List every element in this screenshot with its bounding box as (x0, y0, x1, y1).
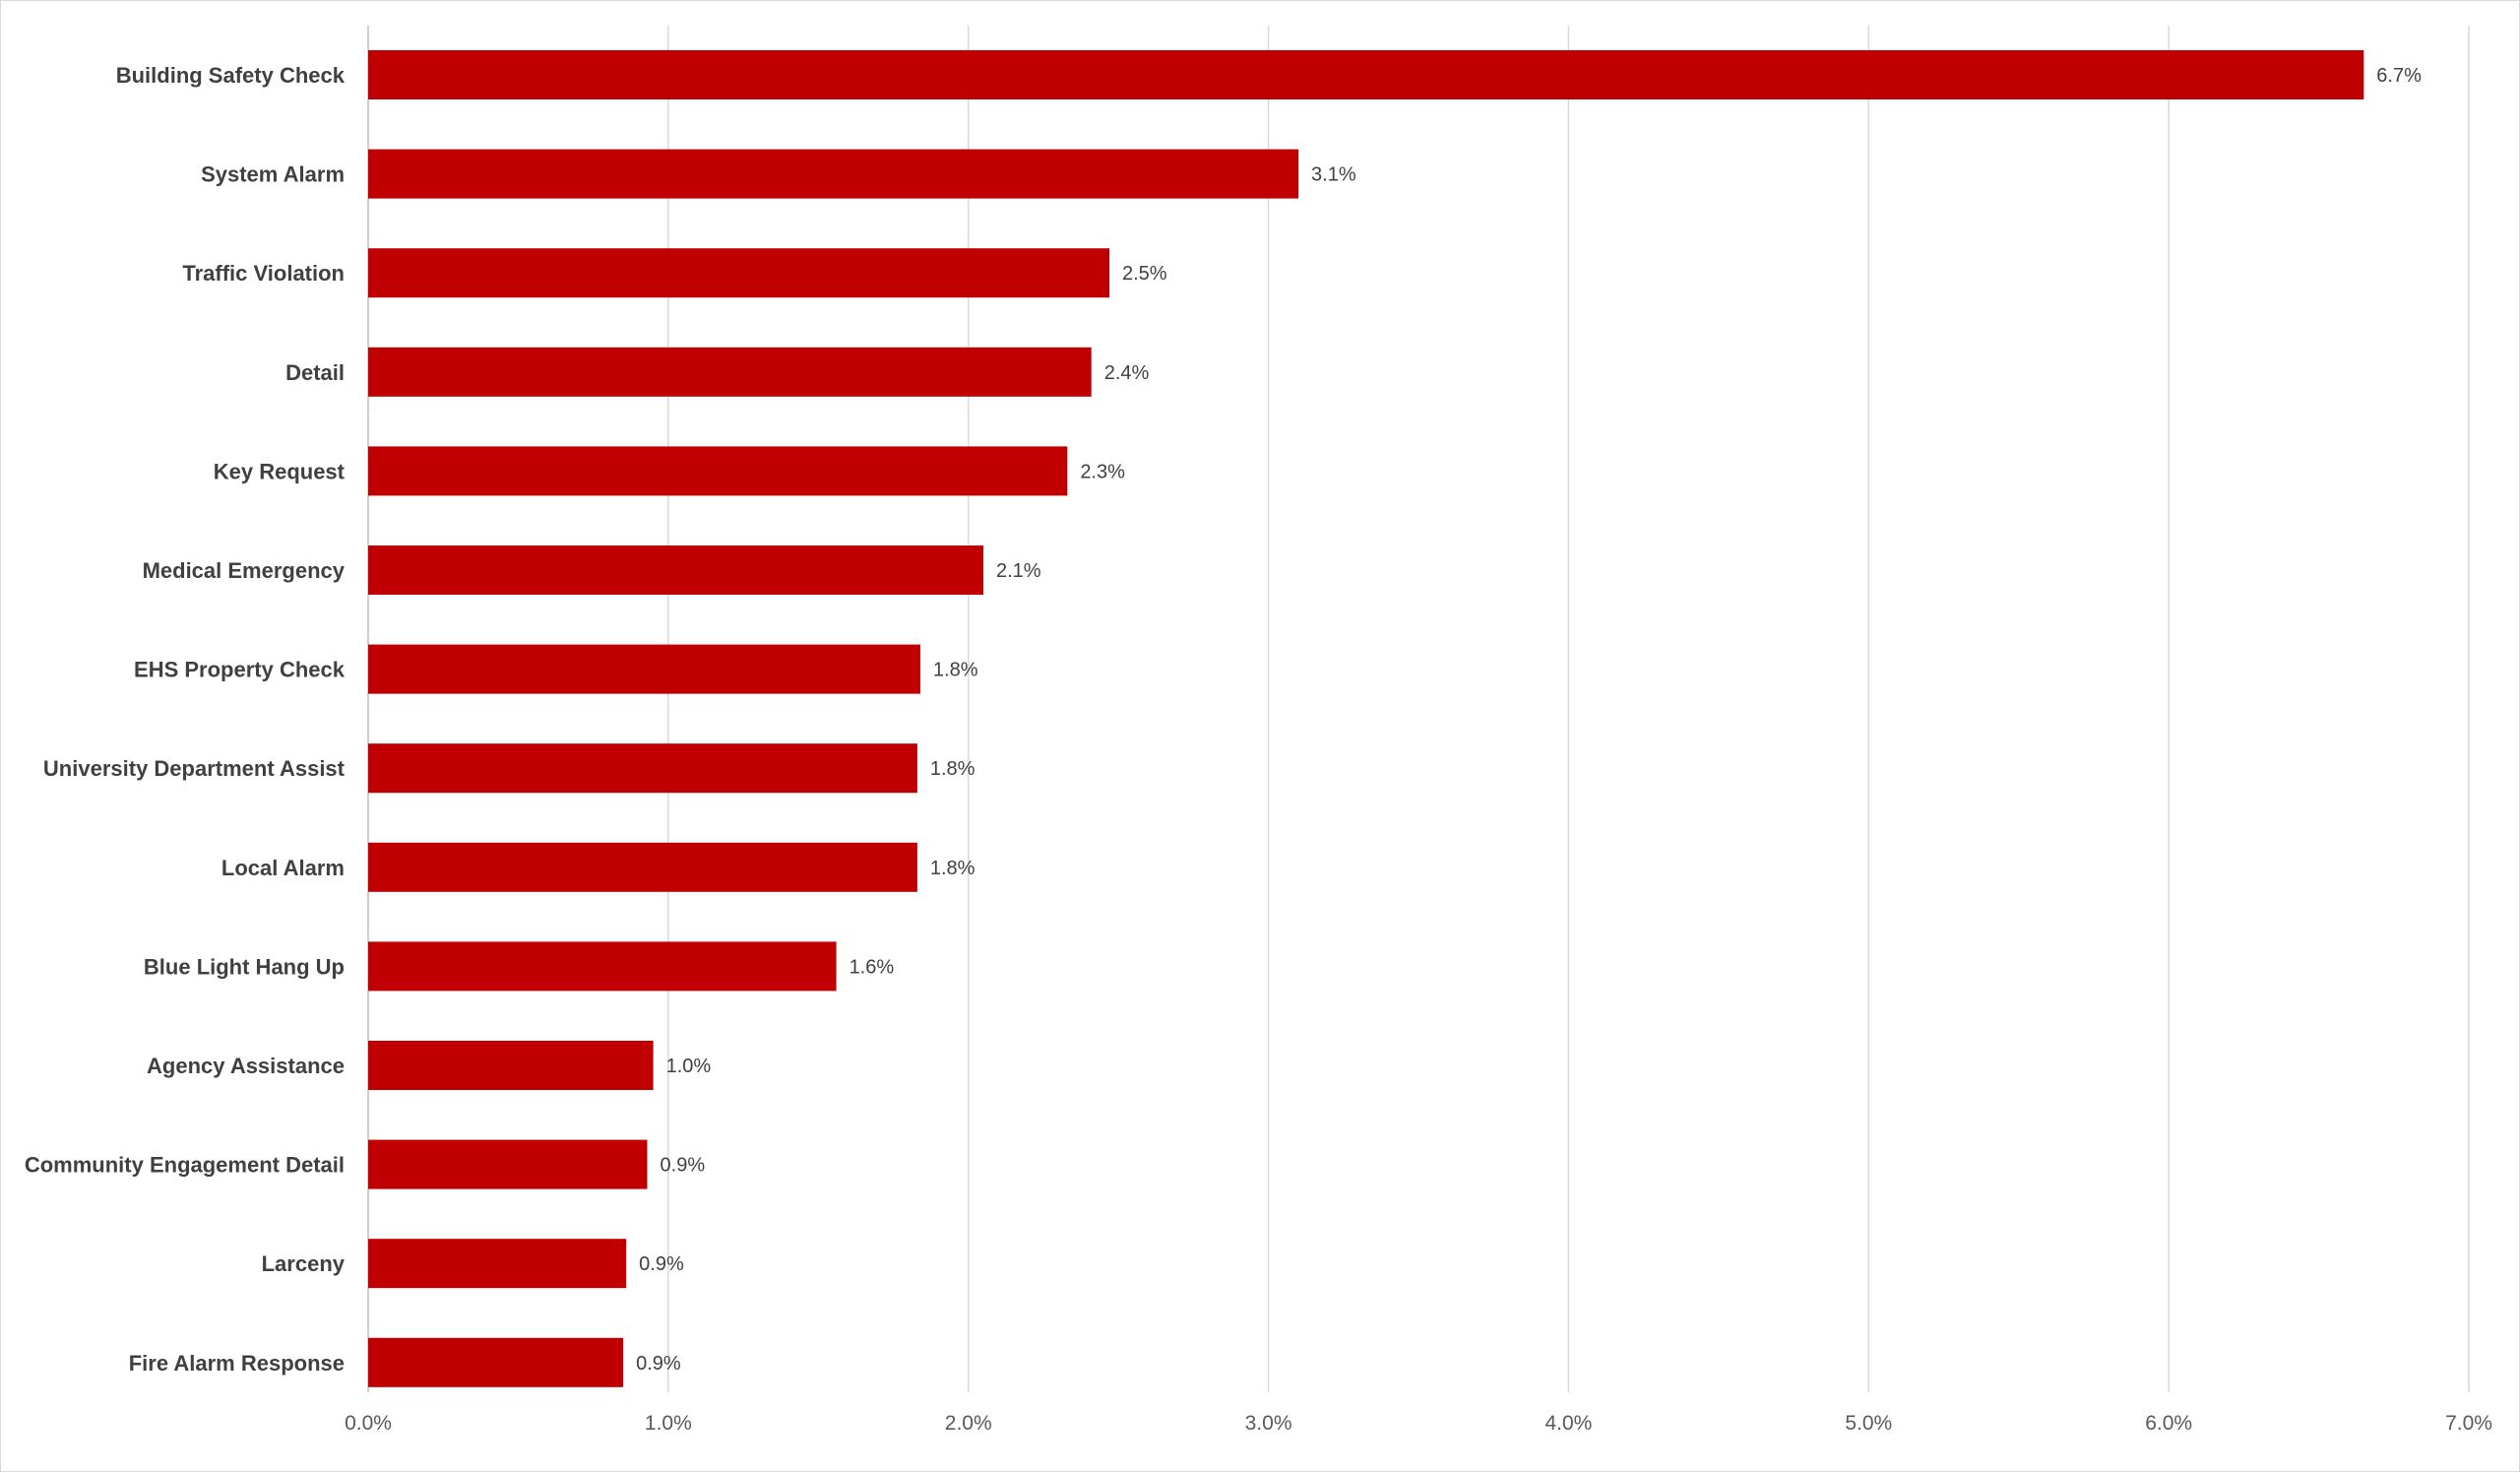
category-label: Detail (285, 360, 345, 385)
category-labels: Building Safety Check System Alarm Traffic… (25, 63, 346, 1376)
category-label: System Alarm (201, 162, 345, 187)
category-label: Blue Light Hang Up (144, 954, 345, 979)
x-tick-label: 1.0% (645, 1412, 692, 1435)
bar (368, 50, 2364, 99)
x-axis-tick-labels: 0.0% 1.0% 2.0% 3.0% 4.0% 5.0% 6.0% 7.0% (345, 1412, 2492, 1435)
bar (368, 347, 1092, 397)
data-label: 0.9% (636, 1353, 681, 1375)
data-label: 2.1% (996, 560, 1041, 582)
data-label: 0.9% (661, 1155, 706, 1177)
bar (368, 545, 983, 595)
bar (368, 1239, 627, 1289)
category-label: Agency Assistance (147, 1054, 345, 1078)
category-label: Key Request (214, 459, 346, 483)
category-label: EHS Property Check (134, 658, 346, 682)
bar (368, 941, 837, 992)
data-label: 2.3% (1080, 461, 1125, 482)
x-tick-label: 7.0% (2445, 1412, 2492, 1435)
data-label: 1.8% (933, 660, 978, 681)
data-label: 6.7% (2376, 65, 2422, 87)
x-tick-label: 0.0% (345, 1412, 392, 1435)
data-label: 3.1% (1311, 164, 1356, 186)
x-tick-label: 3.0% (1245, 1412, 1292, 1435)
x-tick-label: 6.0% (2145, 1412, 2192, 1435)
data-label: 2.5% (1122, 263, 1167, 285)
bars (368, 50, 2364, 1387)
bar (368, 1139, 648, 1189)
gridlines (367, 26, 2470, 1392)
x-tick-label: 4.0% (1544, 1412, 1592, 1435)
x-tick-label: 5.0% (1845, 1412, 1892, 1435)
data-label: 1.8% (930, 758, 976, 780)
bar (368, 842, 917, 892)
category-label: Medical Emergency (143, 558, 346, 583)
category-label: Larceny (262, 1251, 346, 1276)
data-label: 1.6% (850, 956, 895, 978)
data-label: 1.8% (930, 858, 976, 879)
category-label: Fire Alarm Response (129, 1351, 345, 1376)
data-labels: 6.7% 3.1% 2.5% 2.4% 2.3% 2.1% 1.8% 1.8% 1.8% 1.6%… (636, 65, 2422, 1375)
bar (368, 644, 920, 694)
bar (368, 446, 1068, 496)
x-tick-label: 2.0% (945, 1412, 992, 1435)
data-label: 0.9% (639, 1253, 684, 1275)
bar (368, 743, 917, 794)
category-label: University Department Assist (43, 756, 346, 781)
bar (368, 149, 1299, 199)
bar (368, 1041, 654, 1090)
data-label: 1.0% (666, 1056, 712, 1077)
data-label: 2.4% (1104, 362, 1150, 384)
category-label: Community Engagement Detail (25, 1153, 345, 1178)
bar (368, 1337, 624, 1387)
category-label: Traffic Violation (182, 261, 345, 286)
category-label: Building Safety Check (116, 63, 346, 88)
category-label: Local Alarm (221, 856, 345, 880)
bar (368, 248, 1109, 298)
